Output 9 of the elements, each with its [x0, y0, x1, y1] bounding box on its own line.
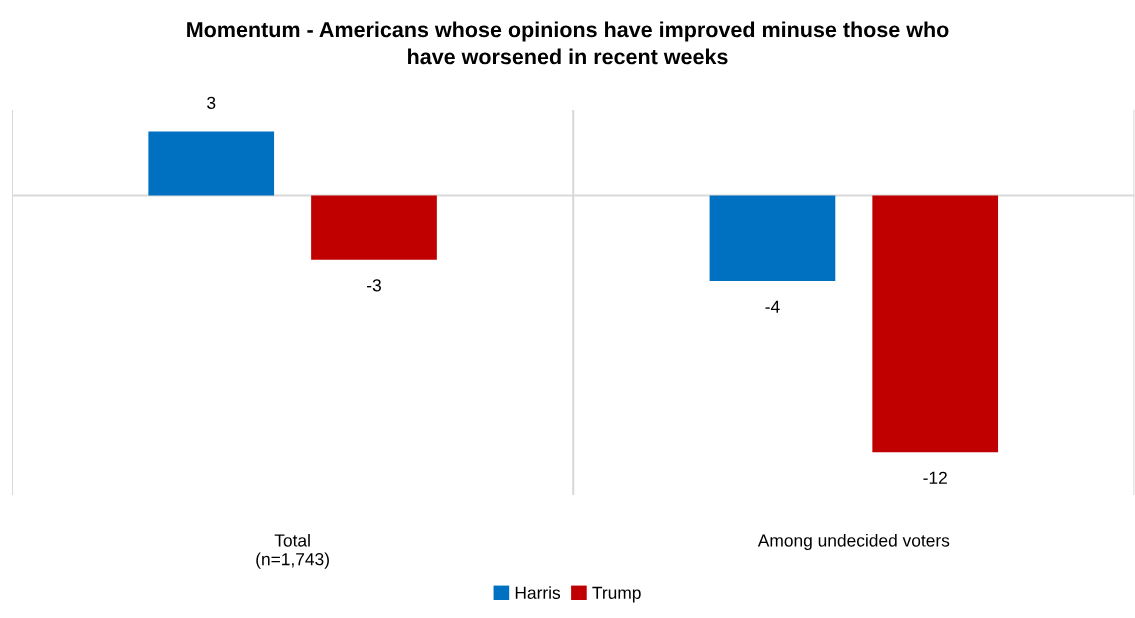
x-tick-label: Among undecided voters — [757, 533, 950, 551]
data-label: -4 — [765, 300, 780, 313]
chart-title: Momentum - Americans whose opinions have improved minuse those who have worsened in recent weeks — [187, 21, 949, 65]
data-label: -3 — [367, 279, 381, 292]
x-tick-label: Total (n=1,743) — [256, 533, 329, 569]
legend-label: Trump — [592, 586, 641, 603]
legend-label: Harris — [515, 586, 561, 599]
data-label: 3 — [207, 96, 216, 109]
data-label: -12 — [923, 471, 947, 484]
